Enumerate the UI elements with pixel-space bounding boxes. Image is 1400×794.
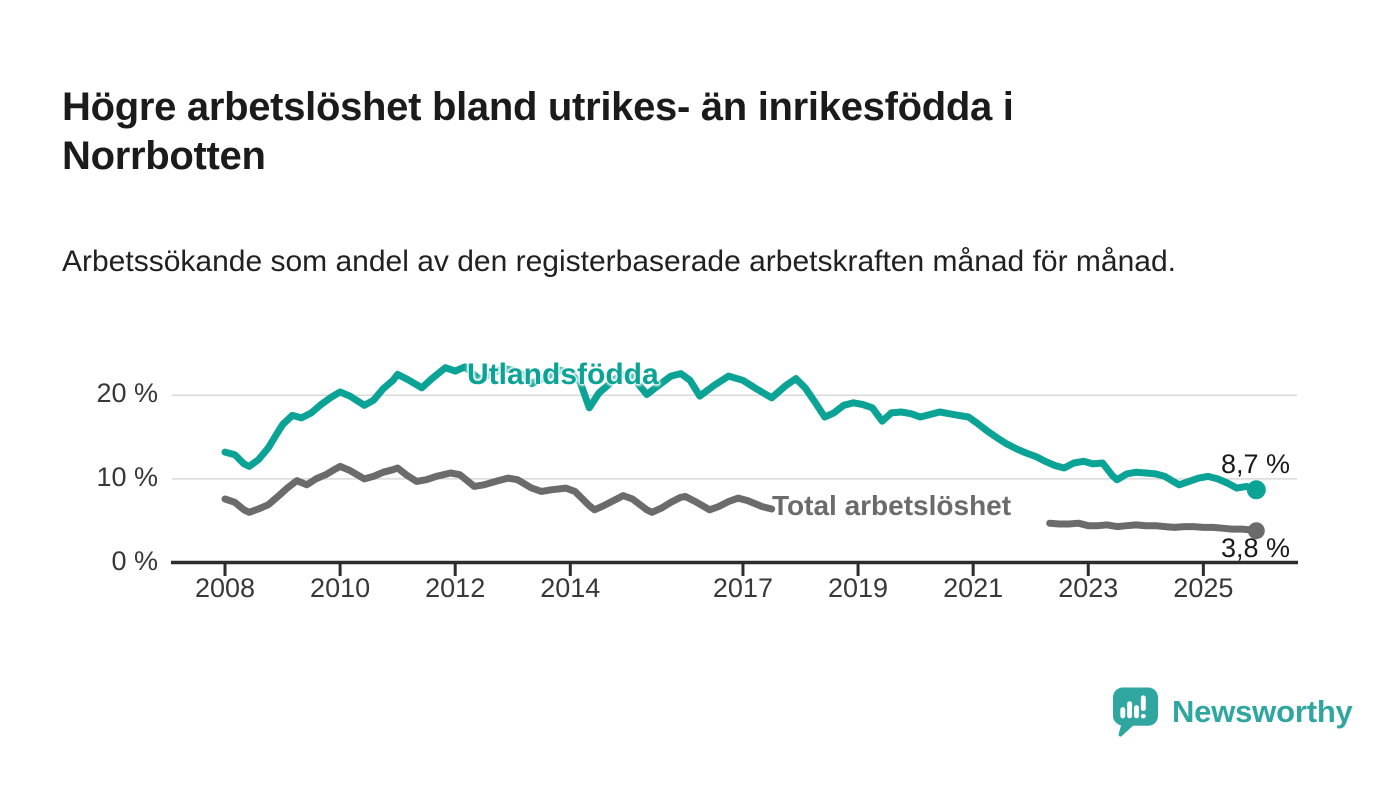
y-tick-label: 0 % [111,545,158,576]
newsworthy-logo: Newsworthy [1112,686,1353,738]
x-tick-label: 2008 [194,573,256,603]
end-value-label-total: 3,8 % [1220,533,1290,563]
series-label-utlandsfodda: Utlandsfödda [467,358,659,391]
x-tick-label: 2012 [425,573,486,603]
end-value-label-utlandsfodda: 8,7 % [1220,449,1290,479]
x-tick-label: 2025 [1173,573,1234,603]
brand-name: Newsworthy [1172,694,1353,729]
page-title: Högre arbetslöshet bland utrikes- än inr… [62,84,1014,178]
x-tick-label: 2010 [310,573,371,603]
chart-subtitle: Arbetssökande som andel av den registerb… [62,245,1176,278]
y-tick-label: 20 % [96,378,158,409]
x-tick-label: 2021 [943,573,1004,603]
series-label-total-arbetsloshet: Total arbetslöshet [772,490,1012,521]
speech-bubble-bar-chart-icon [1112,687,1159,737]
x-tick-label: 2017 [712,573,773,603]
x-tick-label: 2019 [828,573,889,603]
x-tick-label: 2014 [540,573,601,603]
x-tick-label: 2023 [1058,573,1119,603]
y-tick-label: 10 % [96,461,158,492]
